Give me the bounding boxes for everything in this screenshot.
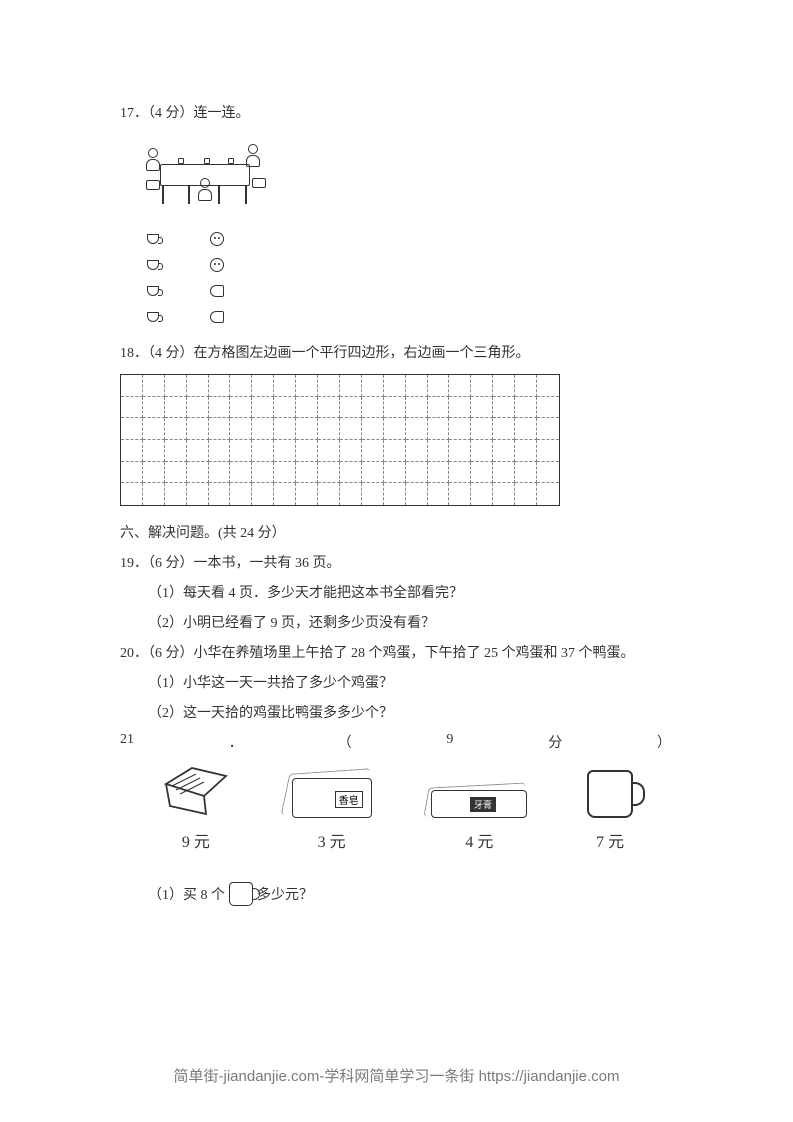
face-icon — [208, 231, 226, 247]
q21-sub1-a: （1）买 8 个 — [148, 884, 225, 904]
toothpaste-label: 牙膏 — [470, 797, 496, 812]
cup-icon — [204, 158, 210, 164]
stool-icon — [146, 180, 160, 190]
q19-prefix: 19．（6 分） — [120, 556, 194, 571]
item-towel: 9 元 — [160, 762, 232, 852]
page-footer: 简单街-jiandanjie.com-学科网简单学习一条街 https://ji… — [0, 1065, 793, 1086]
person-icon — [144, 148, 162, 176]
q18-text: 在方格图左边画一个平行四边形，右边画一个三角形。 — [194, 346, 530, 361]
towel-icon — [160, 762, 232, 818]
cup-icon — [144, 257, 162, 273]
q17-line: 17．（4 分）连一连。 — [120, 100, 673, 128]
cup-icon — [228, 158, 234, 164]
q17-match-grid — [144, 226, 264, 330]
q18-grid — [120, 374, 560, 506]
q21-part: 9 — [446, 732, 453, 752]
cup-icon — [144, 231, 162, 247]
toothpaste-icon: 牙膏 — [431, 790, 527, 818]
item-mug: 7 元 — [587, 770, 633, 852]
person-icon — [196, 178, 214, 206]
q18-prefix: 18．（4 分） — [120, 346, 194, 361]
hand-icon — [208, 283, 226, 299]
q19-sub1: （1）每天看 4 页．多少天才能把这本书全部看完？ — [120, 580, 673, 608]
q21-items-row: 9 元 香皂 3 元 牙膏 4 元 7 元 — [120, 762, 673, 858]
cup-icon — [178, 158, 184, 164]
match-row — [144, 304, 264, 330]
soap-label: 香皂 — [335, 791, 363, 808]
q21-part: 分 — [548, 732, 562, 752]
q20-line: 20．（6 分）小华在养殖场里上午拾了 28 个鸡蛋，下午拾了 25 个鸡蛋和 … — [120, 640, 673, 668]
q20-sub1: （1）小华这一天一共拾了多少个鸡蛋？ — [120, 670, 673, 698]
item-price: 3 元 — [318, 828, 346, 852]
q20-sub2: （2）这一天拾的鸡蛋比鸭蛋多多少个？ — [120, 700, 673, 728]
item-soap: 香皂 3 元 — [292, 778, 372, 852]
q21-part: 21 — [120, 732, 134, 752]
table-leg — [162, 186, 164, 204]
q20-text: 小华在养殖场里上午拾了 28 个鸡蛋，下午拾了 25 个鸡蛋和 37 个鸭蛋。 — [194, 646, 635, 661]
table-leg — [218, 186, 220, 204]
q19-text: 一本书，一共有 36 页。 — [194, 556, 341, 571]
item-price: 7 元 — [596, 828, 624, 852]
q21-line: 21 ． （ 9 分 ） — [120, 732, 673, 752]
match-row — [144, 226, 264, 252]
q17-text: 连一连。 — [194, 106, 250, 121]
person-icon — [244, 144, 262, 172]
table-leg — [245, 186, 247, 204]
q18-line: 18．（4 分）在方格图左边画一个平行四边形，右边画一个三角形。 — [120, 340, 673, 368]
stool-icon — [252, 178, 266, 188]
q20-prefix: 20．（6 分） — [120, 646, 194, 661]
face-icon — [208, 257, 226, 273]
hand-icon — [208, 309, 226, 325]
match-row — [144, 278, 264, 304]
page-content: 17．（4 分）连一连。 1 — [120, 100, 673, 906]
item-toothpaste: 牙膏 4 元 — [431, 790, 527, 852]
q21-part: （ — [338, 732, 352, 752]
item-price: 9 元 — [182, 828, 210, 852]
mug-icon — [587, 770, 633, 818]
soap-icon: 香皂 — [292, 778, 372, 818]
mug-small-icon — [229, 882, 253, 906]
q21-sub1: （1）买 8 个 多少元？ — [120, 882, 673, 906]
q17-illustration — [140, 134, 270, 214]
q19-line: 19．（6 分）一本书，一共有 36 页。 — [120, 550, 673, 578]
q21-part: ． — [229, 732, 243, 752]
q21-part: ） — [657, 732, 671, 752]
item-price: 4 元 — [465, 828, 493, 852]
q21-sub1-b: 多少元？ — [257, 884, 313, 904]
table-leg — [188, 186, 190, 204]
match-row — [144, 252, 264, 278]
cup-icon — [144, 283, 162, 299]
section6-heading: 六、解决问题。(共 24 分） — [120, 520, 673, 548]
cup-icon — [144, 309, 162, 325]
q17-prefix: 17．（4 分） — [120, 106, 194, 121]
q19-sub2: （2）小明已经看了 9 页，还剩多少页没有看？ — [120, 610, 673, 638]
